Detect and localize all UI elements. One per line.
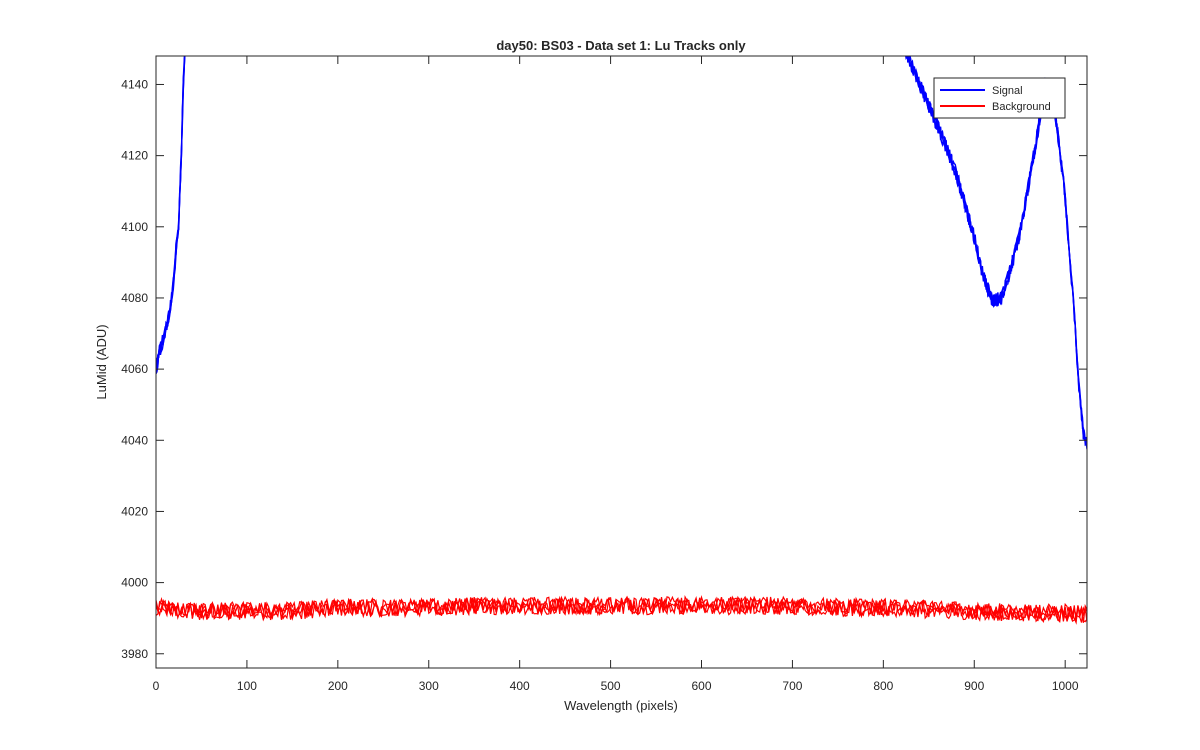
legend-label-background: Background xyxy=(992,101,1051,113)
x-axis-label: Wavelength (pixels) xyxy=(564,698,678,713)
x-tick-label: 100 xyxy=(237,679,257,693)
x-tick-label: 300 xyxy=(419,679,439,693)
x-ticks: 0 100 200 300 400 500 600 700 800 900 1000 xyxy=(153,56,1079,693)
y-tick-label: 4140 xyxy=(121,77,148,91)
series-signal-line xyxy=(156,56,186,374)
legend-label-signal: Signal xyxy=(992,85,1023,97)
x-tick-label: 900 xyxy=(964,679,984,693)
y-tick-label: 4120 xyxy=(121,149,148,163)
x-tick-label: 1000 xyxy=(1052,679,1079,693)
y-tick-label: 3980 xyxy=(121,647,148,661)
x-tick-label: 800 xyxy=(873,679,893,693)
plot-frame xyxy=(155,55,1088,669)
y-tick-label: 4080 xyxy=(121,291,148,305)
x-tick-label: 700 xyxy=(782,679,802,693)
x-tick-label: 200 xyxy=(328,679,348,693)
y-tick-label: 4040 xyxy=(121,433,148,447)
chart-title: day50: BS03 - Data set 1: Lu Tracks only xyxy=(496,38,746,53)
y-tick-label: 4060 xyxy=(121,362,148,376)
x-tick-label: 400 xyxy=(510,679,530,693)
x-tick-label: 600 xyxy=(691,679,711,693)
y-tick-label: 4000 xyxy=(121,576,148,590)
legend-box xyxy=(933,77,1066,119)
legend[interactable]: Signal Background xyxy=(933,77,1066,119)
y-tick-label: 4100 xyxy=(121,220,148,234)
x-tick-label: 0 xyxy=(153,679,160,693)
y-axis-label: LuMid (ADU) xyxy=(94,324,109,399)
x-tick-label: 500 xyxy=(601,679,621,693)
y-tick-label: 4020 xyxy=(121,504,148,518)
series-background-line xyxy=(156,595,1087,623)
series-signal-line xyxy=(906,56,1087,442)
plot-area xyxy=(156,56,1087,668)
y-ticks: 3980 4000 4020 4040 4060 4080 4100 4120 4140 xyxy=(121,77,1087,661)
series-layer xyxy=(156,56,1087,625)
